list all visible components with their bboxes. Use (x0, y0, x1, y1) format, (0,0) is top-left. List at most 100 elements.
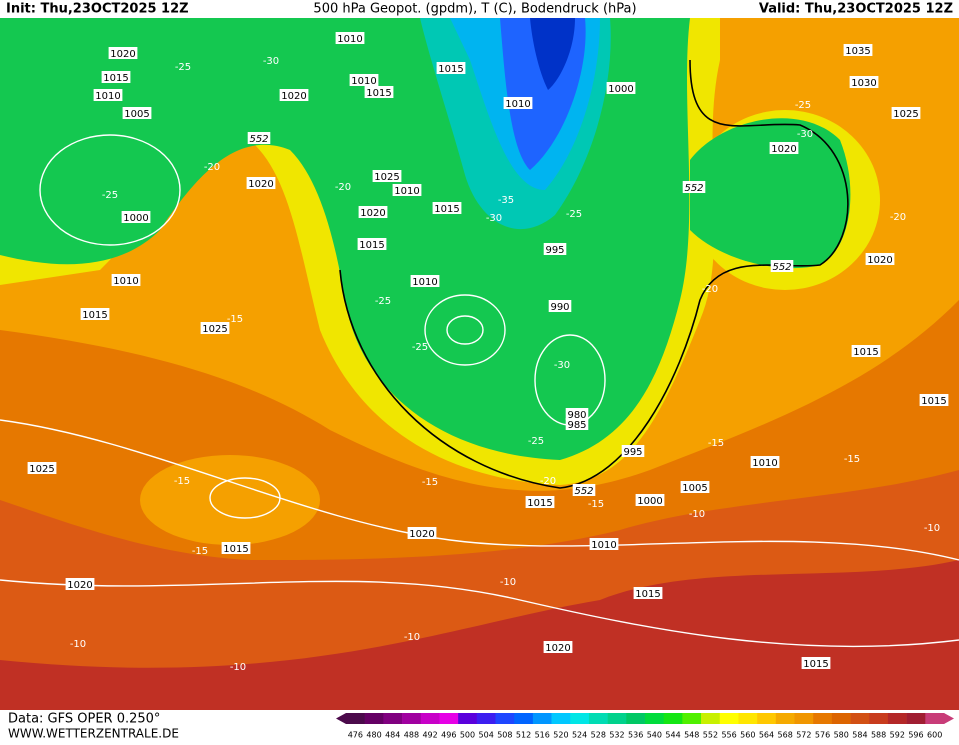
colorbar-swatch (850, 713, 870, 724)
colorbar-swatch (551, 713, 571, 724)
colorbar-tick-label: 600 (927, 731, 942, 740)
temperature-label: -10 (500, 577, 516, 588)
header-bar (0, 0, 959, 18)
colorbar-swatch (476, 713, 496, 724)
contour-line (339, 59, 849, 489)
temperature-label: -15 (844, 454, 860, 465)
colorbar-tick-label: 556 (721, 731, 736, 740)
label-box (565, 408, 589, 420)
temperature-label: -25 (566, 209, 582, 220)
label-box (565, 418, 589, 430)
pressure-label: 1015 (438, 64, 463, 75)
colorbar-tick-label: 524 (572, 731, 587, 740)
label-box (606, 82, 636, 94)
map-field (0, 18, 959, 710)
temperature-label: -20 (890, 212, 906, 223)
pressure-label: 1020 (110, 49, 135, 60)
label-box (279, 89, 309, 101)
isobar (0, 579, 959, 648)
colorbar-swatch (439, 713, 459, 724)
map-title: 500 hPa Geopot. (gpdm), T (C), Bodendruc… (313, 2, 636, 17)
colorbar-tick-label: 596 (908, 731, 923, 740)
colorbar-swatch (663, 713, 683, 724)
pressure-label: 995 (545, 245, 564, 256)
pressure-label: 985 (567, 420, 586, 431)
label-box (525, 496, 555, 508)
colorbar-tick-label: 520 (553, 731, 568, 740)
colorbar-tick-label: 496 (441, 731, 456, 740)
valid-time: Valid: Thu,23OCT2025 12Z (759, 2, 953, 17)
label-box (851, 345, 881, 357)
pressure-label: 1000 (637, 496, 662, 507)
colorbar-tick-label: 484 (385, 731, 400, 740)
label-box (801, 657, 831, 669)
pressure-label: 1020 (360, 208, 385, 219)
temperature-label: -10 (70, 639, 86, 650)
colorbar-swatch (794, 713, 814, 724)
pressure-label: 1015 (527, 498, 552, 509)
colorbar-swatch (402, 713, 422, 724)
pressure-label: 1030 (851, 78, 876, 89)
temperature-label: -15 (174, 476, 190, 487)
pressure-label: 1015 (223, 544, 248, 555)
label-box (432, 202, 462, 214)
colorbar-tick-label: 552 (703, 731, 718, 740)
temperature-label: -25 (375, 296, 391, 307)
pressure-label: 1020 (248, 179, 273, 190)
pressure-label: 1015 (921, 396, 946, 407)
colorbar-swatch (887, 713, 907, 724)
label-box (357, 238, 387, 250)
colorbar-swatch (495, 713, 515, 724)
label-box (93, 89, 123, 101)
pressure-label: 1015 (853, 347, 878, 358)
colorbar-tick-label: 504 (479, 731, 494, 740)
pressure-label: 1010 (412, 277, 437, 288)
colorbar-swatch (532, 713, 552, 724)
pressure-label: 990 (550, 302, 569, 313)
isobars (0, 134, 959, 648)
colorbar-tick-label: 584 (852, 731, 867, 740)
colorbar-tick-label: 532 (609, 731, 624, 740)
colorbar-tick-label: 548 (684, 731, 699, 740)
colorbar-swatch (626, 713, 646, 724)
label-box (635, 494, 665, 506)
colorbar-tick-label: 572 (796, 731, 811, 740)
label-box (682, 181, 706, 193)
geopotential-label: 552 (249, 134, 268, 145)
colorbar-swatch (588, 713, 608, 724)
data-source: Data: GFS OPER 0.250° (8, 712, 160, 727)
label-box (548, 300, 572, 312)
field-green-east (690, 118, 851, 269)
temperature-label: -25 (175, 62, 191, 73)
pressure-label: 1000 (123, 213, 148, 224)
init-time: Init: Thu,23OCT2025 12Z (6, 2, 189, 17)
colorbar-tick-label: 544 (665, 731, 680, 740)
isobar (424, 294, 506, 366)
temperature-label: -15 (422, 477, 438, 488)
colorbar-tick-label: 576 (815, 731, 830, 740)
pressure-label: 1010 (95, 91, 120, 102)
colorbar-tick-label: 488 (404, 731, 419, 740)
pressure-label: 1015 (103, 73, 128, 84)
pressure-label: 1015 (366, 88, 391, 99)
label-box (221, 542, 251, 554)
pressure-label: 1020 (409, 529, 434, 540)
pressure-label: 1020 (545, 643, 570, 654)
field-dark-blue (530, 18, 575, 90)
pressure-label: 1010 (591, 540, 616, 551)
temperature-label: -15 (588, 499, 604, 510)
temperature-label: -25 (102, 190, 118, 201)
label-box (65, 578, 95, 590)
pressure-label: 1010 (351, 76, 376, 87)
label-box (410, 275, 440, 287)
colorbar: 476 480 484 488 492 496 500 504 508 512 516 520 524 5… (336, 713, 954, 740)
temperature-label: -15 (708, 438, 724, 449)
pressure-label: 1015 (635, 589, 660, 600)
colorbar-tick-label: 528 (591, 731, 606, 740)
label-box (358, 206, 388, 218)
pressure-label: 1025 (893, 109, 918, 120)
colorbar-swatch (346, 713, 365, 724)
label-box (633, 587, 663, 599)
pressure-label: 1010 (394, 186, 419, 197)
